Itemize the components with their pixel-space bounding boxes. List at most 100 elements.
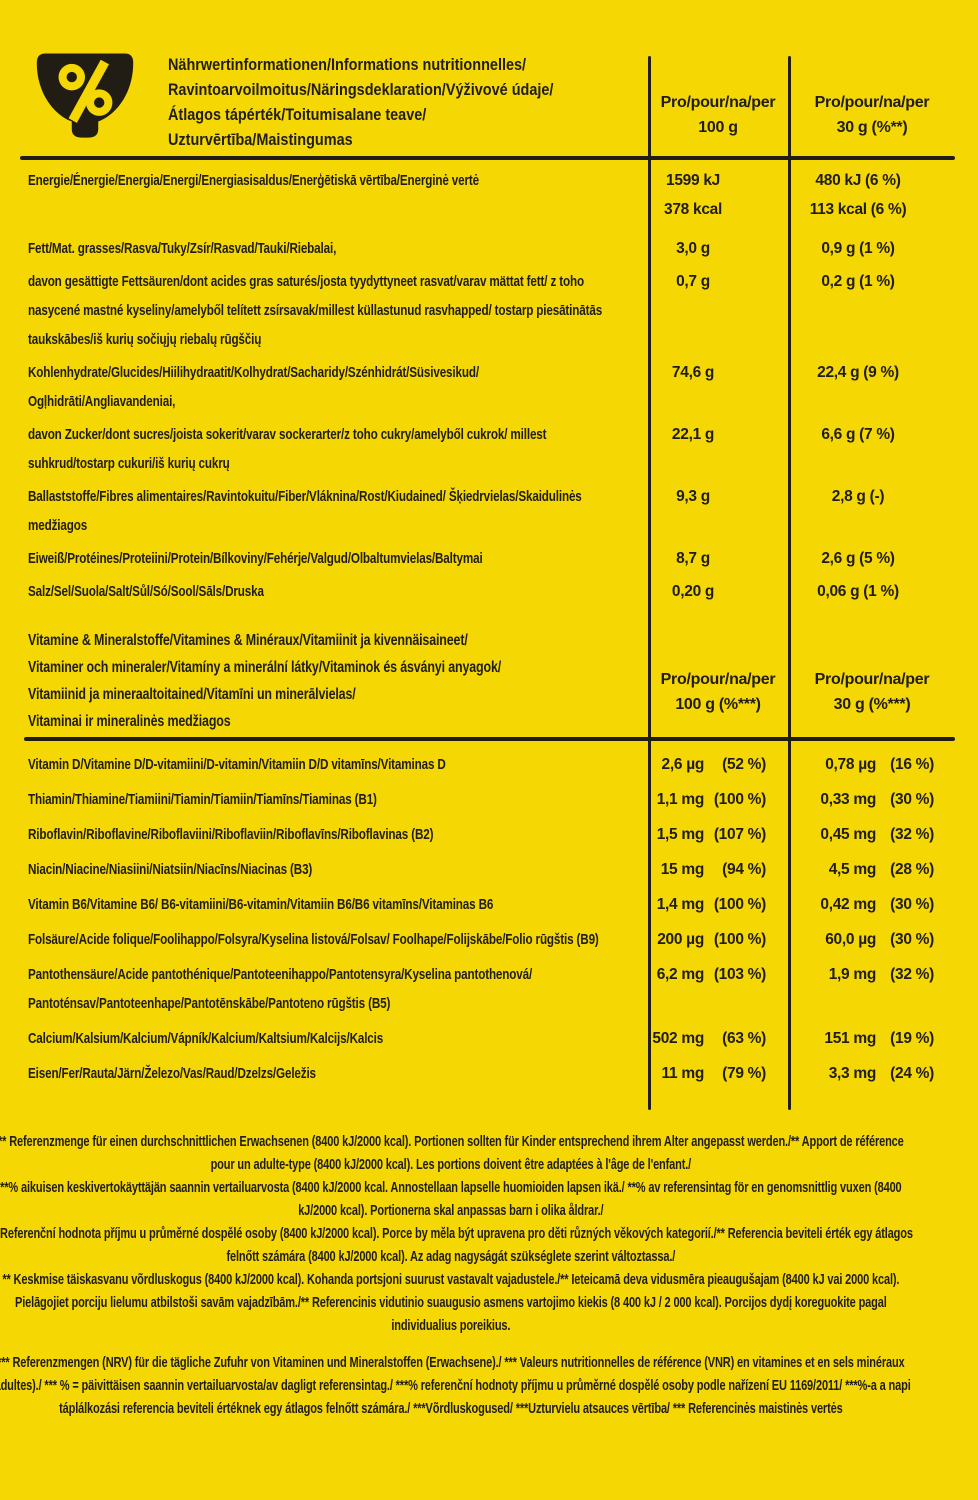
value-per-30g: 0,42 mg (30 %)	[768, 890, 948, 919]
nutrient-label: Energie/Énergie/Energia/Energi/Energiasi…	[28, 172, 479, 189]
value-per-30g: 2,8 g (-)	[831, 488, 885, 505]
table-row: Vitamin B6/Vitamine B6/ B6-vitamiini/B6-…	[28, 890, 956, 919]
table-row: davon gesättigte Fettsäuren/dont acides …	[28, 267, 956, 354]
percent: (52 %)	[722, 756, 766, 773]
value-per-30g: 0,78 µg (16 %)	[768, 750, 948, 779]
percent: (28 %)	[890, 861, 934, 878]
percent: (30 %)	[890, 896, 934, 913]
nutrient-label: davon Zucker/dont sucres/joista sokerit/…	[28, 426, 547, 472]
table-row: Kohlenhydrate/Glucides/Hiilihydraatit/Ko…	[28, 358, 956, 416]
amount: 0,33 mg	[820, 791, 876, 808]
table-row: Thiamin/Thiamine/Tiamiini/Tiamin/Tiamiin…	[28, 785, 956, 814]
value-per-100g: 200 µg (100 %)	[620, 925, 766, 954]
amount: 3,3 mg	[828, 1065, 877, 1082]
amount: 11 mg	[661, 1065, 705, 1082]
value-per-30g: 2,6 g (5 %)	[821, 550, 895, 567]
nutrient-label: Fett/Mat. grasses/Rasva/Tuky/Zsír/Rasvad…	[28, 240, 337, 257]
value-per-100g: 15 mg (94 %)	[620, 855, 767, 884]
value-per-100g: 9,3 g	[676, 488, 710, 505]
percent: (32 %)	[890, 966, 934, 983]
percent: (32 %)	[890, 826, 934, 843]
value-per-100g: 1,4 mg (100 %)	[620, 890, 767, 919]
table-row: Ballaststoffe/Fibres alimentaires/Ravint…	[28, 482, 956, 540]
percent: (63 %)	[722, 1030, 766, 1047]
nutrient-label: davon gesättigte Fettsäuren/dont acides …	[28, 273, 603, 348]
nutrient-label: Salz/Sel/Suola/Salt/Sůl/Só/Sool/Sāls/Dru…	[28, 583, 264, 600]
value-per-30g: 151 mg (19 %)	[768, 1024, 948, 1053]
footnote-reference-intake-de-fr: ** Referenzmenge für einen durchschnittl…	[0, 1133, 904, 1173]
percent: (94 %)	[722, 861, 766, 878]
amount: 4,5 mg	[828, 861, 877, 878]
value-per-100g: 0,20 g	[671, 583, 715, 600]
vitamins-header: Vitamine & Mineralstoffe/Vitamines & Min…	[28, 627, 956, 735]
vitamin-label: Thiamin/Thiamine/Tiamiini/Tiamin/Tiamiin…	[28, 791, 377, 808]
table-row: Vitamin D/Vitamine D/D-vitamiini/D-vitam…	[28, 750, 956, 779]
column-header-per-30g-vitamins: Pro/pour/na/per 30 g (%***)	[814, 671, 930, 713]
percent: (100 %)	[713, 896, 766, 913]
value-per-30g: 4,5 mg (28 %)	[768, 855, 948, 884]
vitamins-table: Vitamin D/Vitamine D/D-vitamiini/D-vitam…	[28, 750, 956, 1088]
vitamin-label: Pantothensäure/Acide pantothénique/Panto…	[28, 966, 533, 1012]
header-rule	[20, 156, 955, 160]
amount: 1,1 mg	[656, 791, 705, 808]
value-per-30g: 3,3 mg (24 %)	[768, 1059, 948, 1088]
percent: (79 %)	[722, 1065, 766, 1082]
table-row: davon Zucker/dont sucres/joista sokerit/…	[28, 420, 956, 478]
amount: 60,0 µg	[825, 931, 876, 948]
table-row: Salz/Sel/Suola/Salt/Sůl/Só/Sool/Sāls/Dru…	[28, 577, 956, 606]
percent: (103 %)	[713, 966, 766, 983]
value-per-100g: 22,1 g	[671, 426, 715, 443]
value-per-100g: 1,1 mg (100 %)	[620, 785, 767, 814]
table-row: Pantothensäure/Acide pantothénique/Panto…	[28, 960, 956, 1018]
value-per-30g: 0,45 mg (32 %)	[768, 820, 948, 849]
value-per-100g: 6,2 mg (103 %)	[620, 960, 767, 989]
percent: (30 %)	[890, 931, 934, 948]
column-header-per-100g-vitamins: Pro/pour/na/per 100 g (%***)	[660, 671, 776, 713]
value-per-100g: 2,6 µg (52 %)	[620, 750, 767, 779]
table-row: Folsäure/Acide folique/Foolihappo/Folsyr…	[28, 925, 956, 954]
nutrients-table: Energie/Énergie/Energia/Energi/Energiasi…	[28, 166, 956, 606]
amount: 1,4 mg	[656, 896, 705, 913]
value-per-100g: 11 mg (79 %)	[620, 1059, 767, 1088]
amount: 0,42 mg	[820, 896, 876, 913]
nutrient-label: Ballaststoffe/Fibres alimentaires/Ravint…	[28, 488, 582, 534]
table-row: Calcium/Kalsium/Kalcium/Vápník/Kalcium/K…	[28, 1024, 956, 1053]
table-title: Nährwertinformationen/Informations nutri…	[168, 55, 554, 149]
value-per-30g: 0,06 g (1 %)	[817, 583, 899, 600]
vitamin-label: Vitamin B6/Vitamine B6/ B6-vitamiini/B6-…	[28, 896, 494, 913]
footnote-nrv: *** Referenzmengen (NRV) für die täglich…	[0, 1354, 911, 1417]
amount: 1,5 mg	[656, 826, 705, 843]
value-per-30g: 6,6 g (7 %)	[821, 426, 895, 443]
amount: 2,6 µg	[661, 756, 705, 773]
table-row: Eiweiß/Protéines/Proteiini/Protein/Bílko…	[28, 544, 956, 573]
footnote-reference-intake-cs-hu: ** Referenční hodnota příjmu u průměrné …	[0, 1225, 913, 1265]
vitamin-label: Eisen/Fer/Rauta/Järn/Železo/Vas/Raud/Dze…	[28, 1065, 316, 1082]
value-per-100g: 74,6 g	[671, 364, 715, 381]
vitamins-header-rule	[24, 737, 955, 741]
value-per-30g: 0,33 mg (30 %)	[768, 785, 948, 814]
value-per-30g: 60,0 µg (30 %)	[768, 925, 948, 954]
table-row: Niacin/Niacine/Niasiini/Niatsiin/Niacīns…	[28, 855, 956, 884]
footnote-reference-intake-et-lv-lt: ** Keskmise täiskasvanu võrdluskogus (84…	[2, 1271, 900, 1334]
nutrient-label: Kohlenhydrate/Glucides/Hiilihydraatit/Ko…	[28, 364, 479, 410]
percent: (16 %)	[890, 756, 934, 773]
percent: (30 %)	[890, 791, 934, 808]
table-row: Eisen/Fer/Rauta/Järn/Železo/Vas/Raud/Dze…	[28, 1059, 956, 1088]
column-divider-1	[648, 56, 651, 1110]
value-per-30g: 1,9 mg (32 %)	[768, 960, 948, 989]
vitamins-title: Vitamine & Mineralstoffe/Vitamines & Min…	[28, 632, 502, 730]
amount: 200 µg	[657, 931, 704, 948]
value-per-100g: 1,5 mg (107 %)	[620, 820, 767, 849]
vitamin-label: Folsäure/Acide folique/Foolihappo/Folsyr…	[28, 931, 599, 948]
value-per-100g: 1599 kJ 378 kcal	[664, 172, 722, 218]
vitamin-label: Niacin/Niacine/Niasiini/Niatsiin/Niacīns…	[28, 861, 313, 878]
amount: 151 mg	[824, 1030, 876, 1047]
table-row: Fett/Mat. grasses/Rasva/Tuky/Zsír/Rasvad…	[28, 234, 956, 263]
footnotes: ** Referenzmenge für einen durchschnittl…	[0, 1130, 978, 1420]
amount: 0,45 mg	[820, 826, 876, 843]
column-divider-2	[788, 56, 791, 1110]
vitamin-label: Calcium/Kalsium/Kalcium/Vápník/Kalcium/K…	[28, 1030, 384, 1047]
column-header-per-100g: Pro/pour/na/per 100 g	[660, 94, 776, 136]
value-per-30g: 22,4 g (9 %)	[817, 364, 899, 381]
